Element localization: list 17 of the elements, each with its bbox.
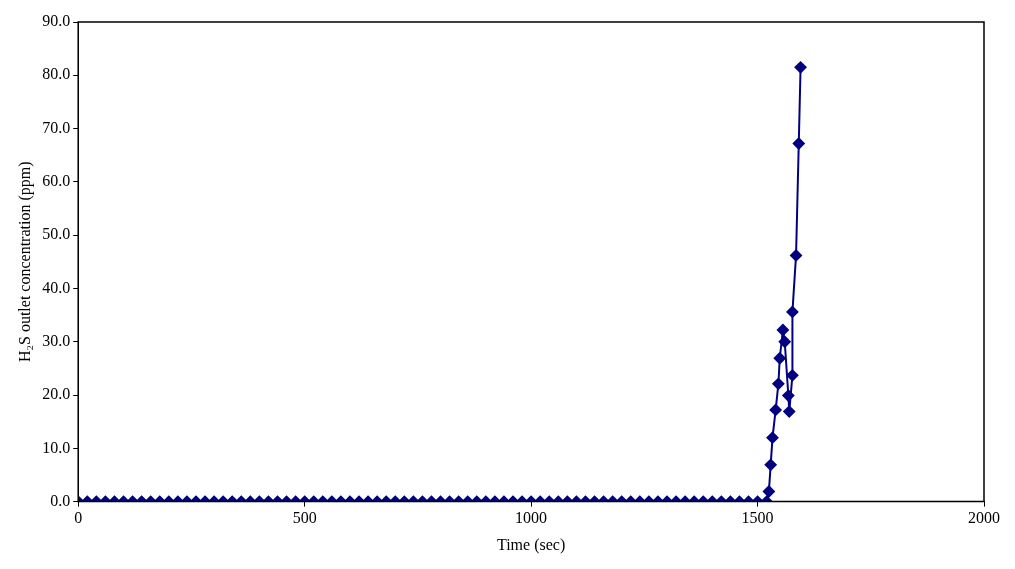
y-tick-label: 0.0	[50, 491, 71, 509]
y-tick-label: 10.0	[42, 438, 71, 456]
y-tick-label: 80.0	[42, 65, 71, 83]
x-tick-label: 500	[292, 509, 317, 527]
x-tick-label: 1500	[741, 509, 774, 527]
y-tick-label: 40.0	[42, 278, 71, 296]
y-tick-label: 30.0	[42, 331, 71, 349]
y-tick-label: 20.0	[42, 385, 71, 403]
y-tick-label: 90.0	[42, 12, 71, 30]
x-tick-label: 1000	[515, 509, 548, 527]
x-axis-title: Time (sec)	[496, 535, 566, 554]
y-axis-title: H₂S outlet concentration (ppm)	[15, 161, 34, 363]
y-tick-label: 70.0	[42, 118, 71, 136]
y-tick-label: 50.0	[42, 225, 71, 243]
x-tick-label: 0	[74, 509, 83, 527]
y-tick-label: 60.0	[42, 172, 71, 190]
x-tick-label: 2000	[968, 509, 1000, 527]
